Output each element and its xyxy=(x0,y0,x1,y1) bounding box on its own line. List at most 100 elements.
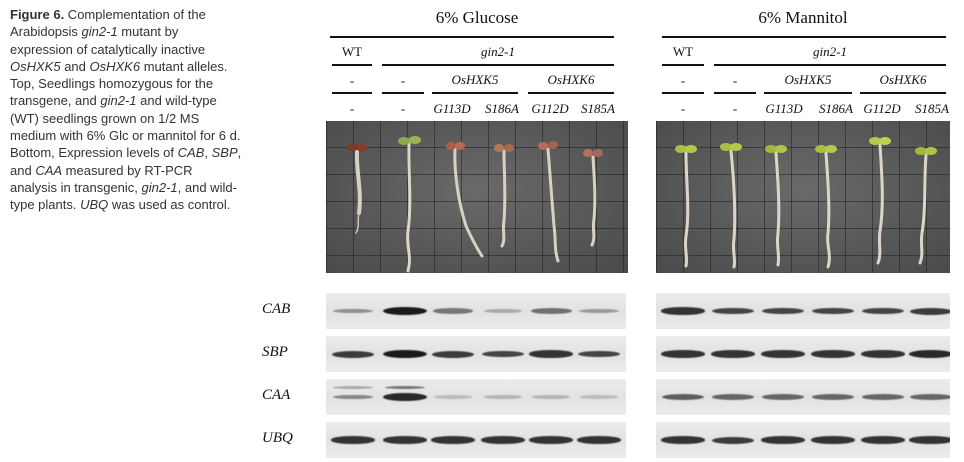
mannitol-lane-label: G112D xyxy=(863,101,901,116)
gel-band xyxy=(862,394,904,400)
gel-band xyxy=(529,436,573,444)
gel-band xyxy=(662,394,704,400)
caption-text: and wild-type (WT) seedlings grown on 1/… xyxy=(10,93,241,161)
gel-band xyxy=(530,308,572,314)
caption-text: mutant alleles. Top, Seedlings homozygou… xyxy=(10,58,228,109)
mannitol-oshxk5-rule xyxy=(764,92,852,94)
gel-mannitol-sbp xyxy=(656,336,950,372)
caption-text: measured by RT-PCR analysis in transgeni… xyxy=(10,162,193,195)
figure-label: Figure 6. xyxy=(10,7,65,22)
caption-gene: OsHXK5 xyxy=(10,58,61,74)
glucose-wt-rule xyxy=(332,64,372,66)
gel-band xyxy=(711,350,755,358)
gel-band xyxy=(811,307,855,315)
gel-band xyxy=(909,436,950,444)
mannitol-row2-rule-1 xyxy=(662,92,704,94)
mannitol-row2-rule-2 xyxy=(714,92,756,94)
gel-band xyxy=(910,394,950,400)
mannitol-oshxk6-label: OsHXK6 xyxy=(879,72,927,87)
gel-glucose-sbp xyxy=(326,336,626,372)
figure-caption: Figure 6. Complementation of the Arabido… xyxy=(10,6,242,214)
gel-band xyxy=(761,350,805,358)
glucose-wt-row2: - xyxy=(349,73,355,88)
gel-band xyxy=(331,350,375,358)
mannitol-title-rule xyxy=(662,36,946,38)
glucose-title-rule xyxy=(330,36,614,38)
mannitol-wt-rule xyxy=(662,64,704,66)
glucose-mutant-row2: - xyxy=(400,73,406,88)
glucose-row2-rule-2 xyxy=(382,92,424,94)
glucose-mutant-label: gin2-1 xyxy=(481,44,515,59)
gel-band xyxy=(431,350,475,358)
mannitol-lane-label: S186A xyxy=(819,101,853,116)
gel-band xyxy=(483,395,523,399)
gel-band xyxy=(909,307,950,315)
glucose-lane-label: G112D xyxy=(531,101,569,116)
glucose-lane-label: S185A xyxy=(581,101,615,116)
gel-band xyxy=(861,350,905,358)
glucose-wt-label: WT xyxy=(341,44,363,59)
glucose-row2-rule-1 xyxy=(332,92,372,94)
glucose-oshxk6-rule xyxy=(528,92,614,94)
gel-band xyxy=(577,350,621,358)
gel-band xyxy=(861,307,905,315)
caption-text: , and wild-type plants. xyxy=(10,179,237,213)
mannitol-oshxk5-label: OsHXK5 xyxy=(784,72,832,87)
mannitol-seedlings xyxy=(675,137,937,269)
mannitol-lane-label: - xyxy=(680,101,686,116)
mannitol-seedling-photo xyxy=(656,121,950,273)
glucose-seedling-photo xyxy=(326,121,628,273)
gel-band xyxy=(483,309,523,313)
gel-band xyxy=(711,307,755,315)
gel-band xyxy=(432,308,474,314)
mannitol-lane-label: G113D xyxy=(765,101,803,116)
mannitol-panel-title: 6% Mannitol xyxy=(758,8,848,27)
gel-band xyxy=(577,436,621,444)
gel-band xyxy=(433,395,473,399)
gel-mannitol-ubq xyxy=(656,422,950,458)
gel-band xyxy=(579,395,619,399)
gel-band xyxy=(383,307,427,315)
gel-band xyxy=(529,350,573,358)
glucose-lane-label: - xyxy=(400,101,406,116)
mannitol-mutant-rule xyxy=(714,64,946,66)
gene-label-ubq: UBQ xyxy=(262,430,293,446)
caption-gene: CAA xyxy=(35,162,63,178)
gel-mannitol-caa xyxy=(656,379,950,415)
caption-text: Complementation of the Arabidopsis xyxy=(10,7,206,40)
glucose-oshxk5-rule xyxy=(432,92,518,94)
glucose-oshxk6-label: OsHXK6 xyxy=(547,72,595,87)
gel-band xyxy=(909,350,950,358)
mannitol-oshxk6-rule xyxy=(860,92,946,94)
gel-band xyxy=(811,350,855,358)
gel-band xyxy=(383,350,427,358)
gel-band xyxy=(761,436,805,444)
gel-glucose-caa xyxy=(326,379,626,415)
gel-band xyxy=(811,436,855,444)
gel-band xyxy=(661,350,705,358)
gel-band xyxy=(661,436,705,444)
gel-band-upper xyxy=(385,386,425,389)
gel-band xyxy=(331,436,375,444)
caption-gene: gin2-1 xyxy=(100,93,137,109)
gel-glucose-ubq xyxy=(326,422,626,458)
caption-gene: CAB xyxy=(177,145,205,161)
mannitol-wt-row2: - xyxy=(680,73,686,88)
glucose-lane-label: - xyxy=(349,101,355,116)
glucose-oshxk5-label: OsHXK5 xyxy=(451,72,499,87)
gel-band xyxy=(531,395,571,399)
caption-gene: gin2-1 xyxy=(141,179,178,195)
glucose-mutant-rule xyxy=(382,64,614,66)
gel-band xyxy=(712,394,754,400)
gel-band-upper xyxy=(333,386,373,389)
gel-band xyxy=(481,436,525,444)
gel-band xyxy=(431,436,475,444)
gene-label-sbp: SBP xyxy=(262,344,288,360)
glucose-panel-title: 6% Glucose xyxy=(435,8,519,27)
caption-text: was used as control. xyxy=(108,197,231,213)
caption-text: and xyxy=(60,58,90,74)
mannitol-lane-label: - xyxy=(732,101,738,116)
gene-label-caa: CAA xyxy=(262,387,291,403)
caption-gene: UBQ xyxy=(80,197,109,213)
mannitol-mutant-label: gin2-1 xyxy=(813,44,847,59)
